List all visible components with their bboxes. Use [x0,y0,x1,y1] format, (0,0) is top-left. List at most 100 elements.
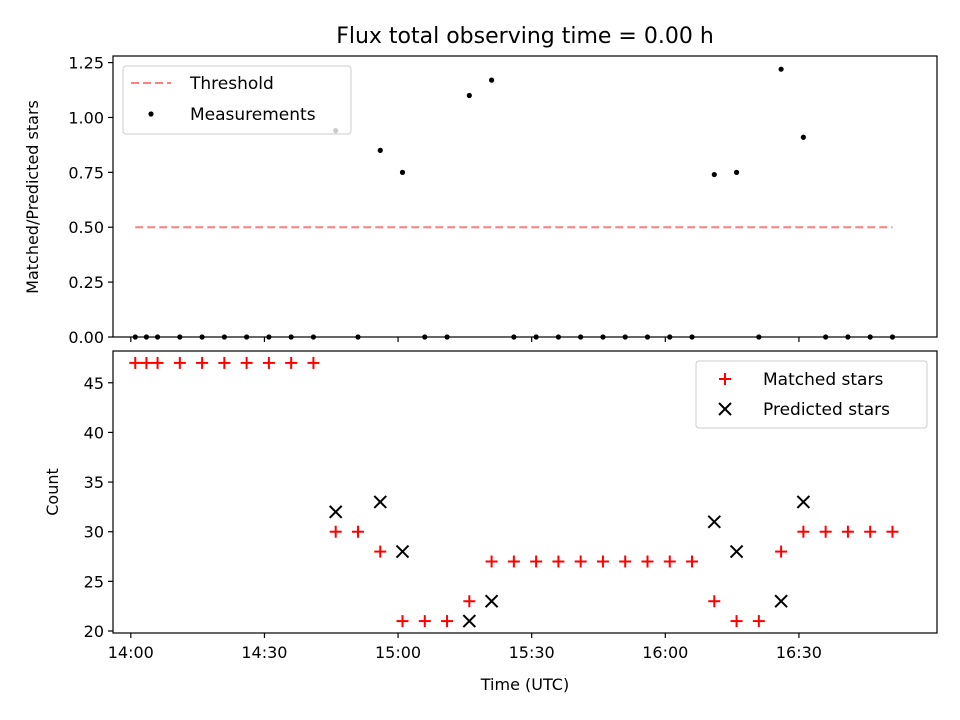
matched-star-point [307,356,320,369]
x-tick-label: 16:30 [776,643,822,662]
measurement-point [889,334,896,340]
measurement-point [488,77,495,83]
measurement-point [711,171,717,178]
count-ytick-label: 25 [84,572,104,591]
measurement-point [310,334,317,340]
chart-title: Flux total observing time = 0.00 h [336,24,714,49]
matched-star-point [441,615,454,628]
measurement-point [422,334,428,340]
measurement-point [756,334,762,340]
count-ytick-label: 45 [84,374,104,393]
ratio-panel-frame [112,55,938,338]
legend-threshold-label: Threshold [189,74,274,94]
measurement-point [867,334,873,340]
ratio-panel: Matched/Predicted stars 0.00 0.25 0.50 0.75… [23,54,938,347]
measurement-point [689,334,695,340]
x-tick-label: 14:30 [241,643,287,662]
matched-star-point [775,545,788,558]
x-tick-label: 14:00 [108,643,154,662]
matched-star-point [262,356,275,369]
matched-star-point [552,555,565,568]
measurement-point [778,66,784,72]
matched-star-point [285,356,298,369]
predicted-star-point [462,614,477,628]
measurement-point [154,334,161,340]
predicted-star-point [395,544,410,559]
matched-star-point [886,525,899,538]
matched-star-point [173,356,186,369]
count-panel-frame [112,350,938,634]
matched-star-point [686,555,699,568]
matched-star-point [730,615,743,628]
matched-star-point [463,595,476,608]
matched-stars-points [129,356,899,628]
matched-star-point [240,356,253,369]
matched-star-point [129,356,142,369]
predicted-star-point [707,515,722,529]
legend-matched-swatch [719,373,731,385]
matched-star-point [752,615,765,628]
measurement-point [143,334,150,340]
ratio-ytick-label: 0.25 [68,273,104,292]
legend-measurements-label: Measurements [190,105,316,125]
count-ytick-label: 30 [84,523,104,542]
ratio-y-ticks: 0.00 0.25 0.50 0.75 1.00 1.25 [68,54,113,347]
count-legend-box [695,360,928,429]
ratio-x-ticks [130,337,800,342]
measurement-point [132,334,138,340]
predicted-star-point [796,495,811,509]
measurement-point [533,334,539,340]
measurement-point [221,334,227,340]
predicted-star-point [373,495,387,509]
legend-matched-label: Matched stars [763,370,883,390]
legend-predicted-swatch [718,402,732,416]
matched-star-point [819,525,832,538]
matched-star-point [708,595,721,608]
legend-predicted-label: Predicted stars [763,400,890,420]
ratio-ytick-label: 0.00 [68,328,104,347]
matched-star-point [797,525,810,538]
measurement-point [444,334,450,340]
matched-star-point [140,356,153,369]
matched-star-point [396,615,409,628]
measurement-point [199,334,205,340]
matched-star-point [641,555,654,568]
measurement-point [667,334,673,340]
matched-star-point [663,555,676,568]
count-panel-ylabel: Count [43,468,62,516]
count-ytick-label: 35 [84,473,104,492]
matched-star-point [485,555,498,568]
ratio-legend-box [122,65,352,135]
measurement-point [823,334,829,340]
count-legend: Matched stars Predicted stars [695,360,928,429]
matched-star-point [841,525,854,538]
matched-star-point [530,555,543,568]
count-y-ticks: 20 25 30 35 40 45 [84,374,113,641]
matched-star-point [196,356,209,369]
count-panel: Count Time (UTC) 20 25 30 35 40 45 14:00 14:30… [43,350,938,694]
predicted-star-point [328,505,343,519]
matched-star-point [329,525,342,538]
matched-star-point [151,356,164,369]
count-ytick-label: 40 [84,423,104,442]
x-tick-label: 15:30 [509,643,555,662]
ratio-legend: Threshold Measurements [122,65,352,135]
ratio-panel-ylabel: Matched/Predicted stars [23,100,42,294]
matched-star-point [507,555,520,568]
x-axis-label: Time (UTC) [480,675,569,694]
ratio-ytick-label: 0.50 [68,218,104,237]
matched-star-point [864,525,877,538]
predicted-stars-points [328,495,811,628]
measurement-point [845,334,851,340]
matched-star-point [574,555,587,568]
measurement-point [622,334,628,340]
x-tick-label: 15:00 [375,643,421,662]
matched-star-point [351,525,364,538]
matched-star-point [218,356,231,369]
predicted-star-point [774,594,788,608]
ratio-ytick-label: 1.25 [68,54,104,73]
predicted-star-point [484,594,499,608]
matched-star-point [418,615,431,628]
matched-star-point [619,555,632,568]
measurement-point [355,334,361,340]
